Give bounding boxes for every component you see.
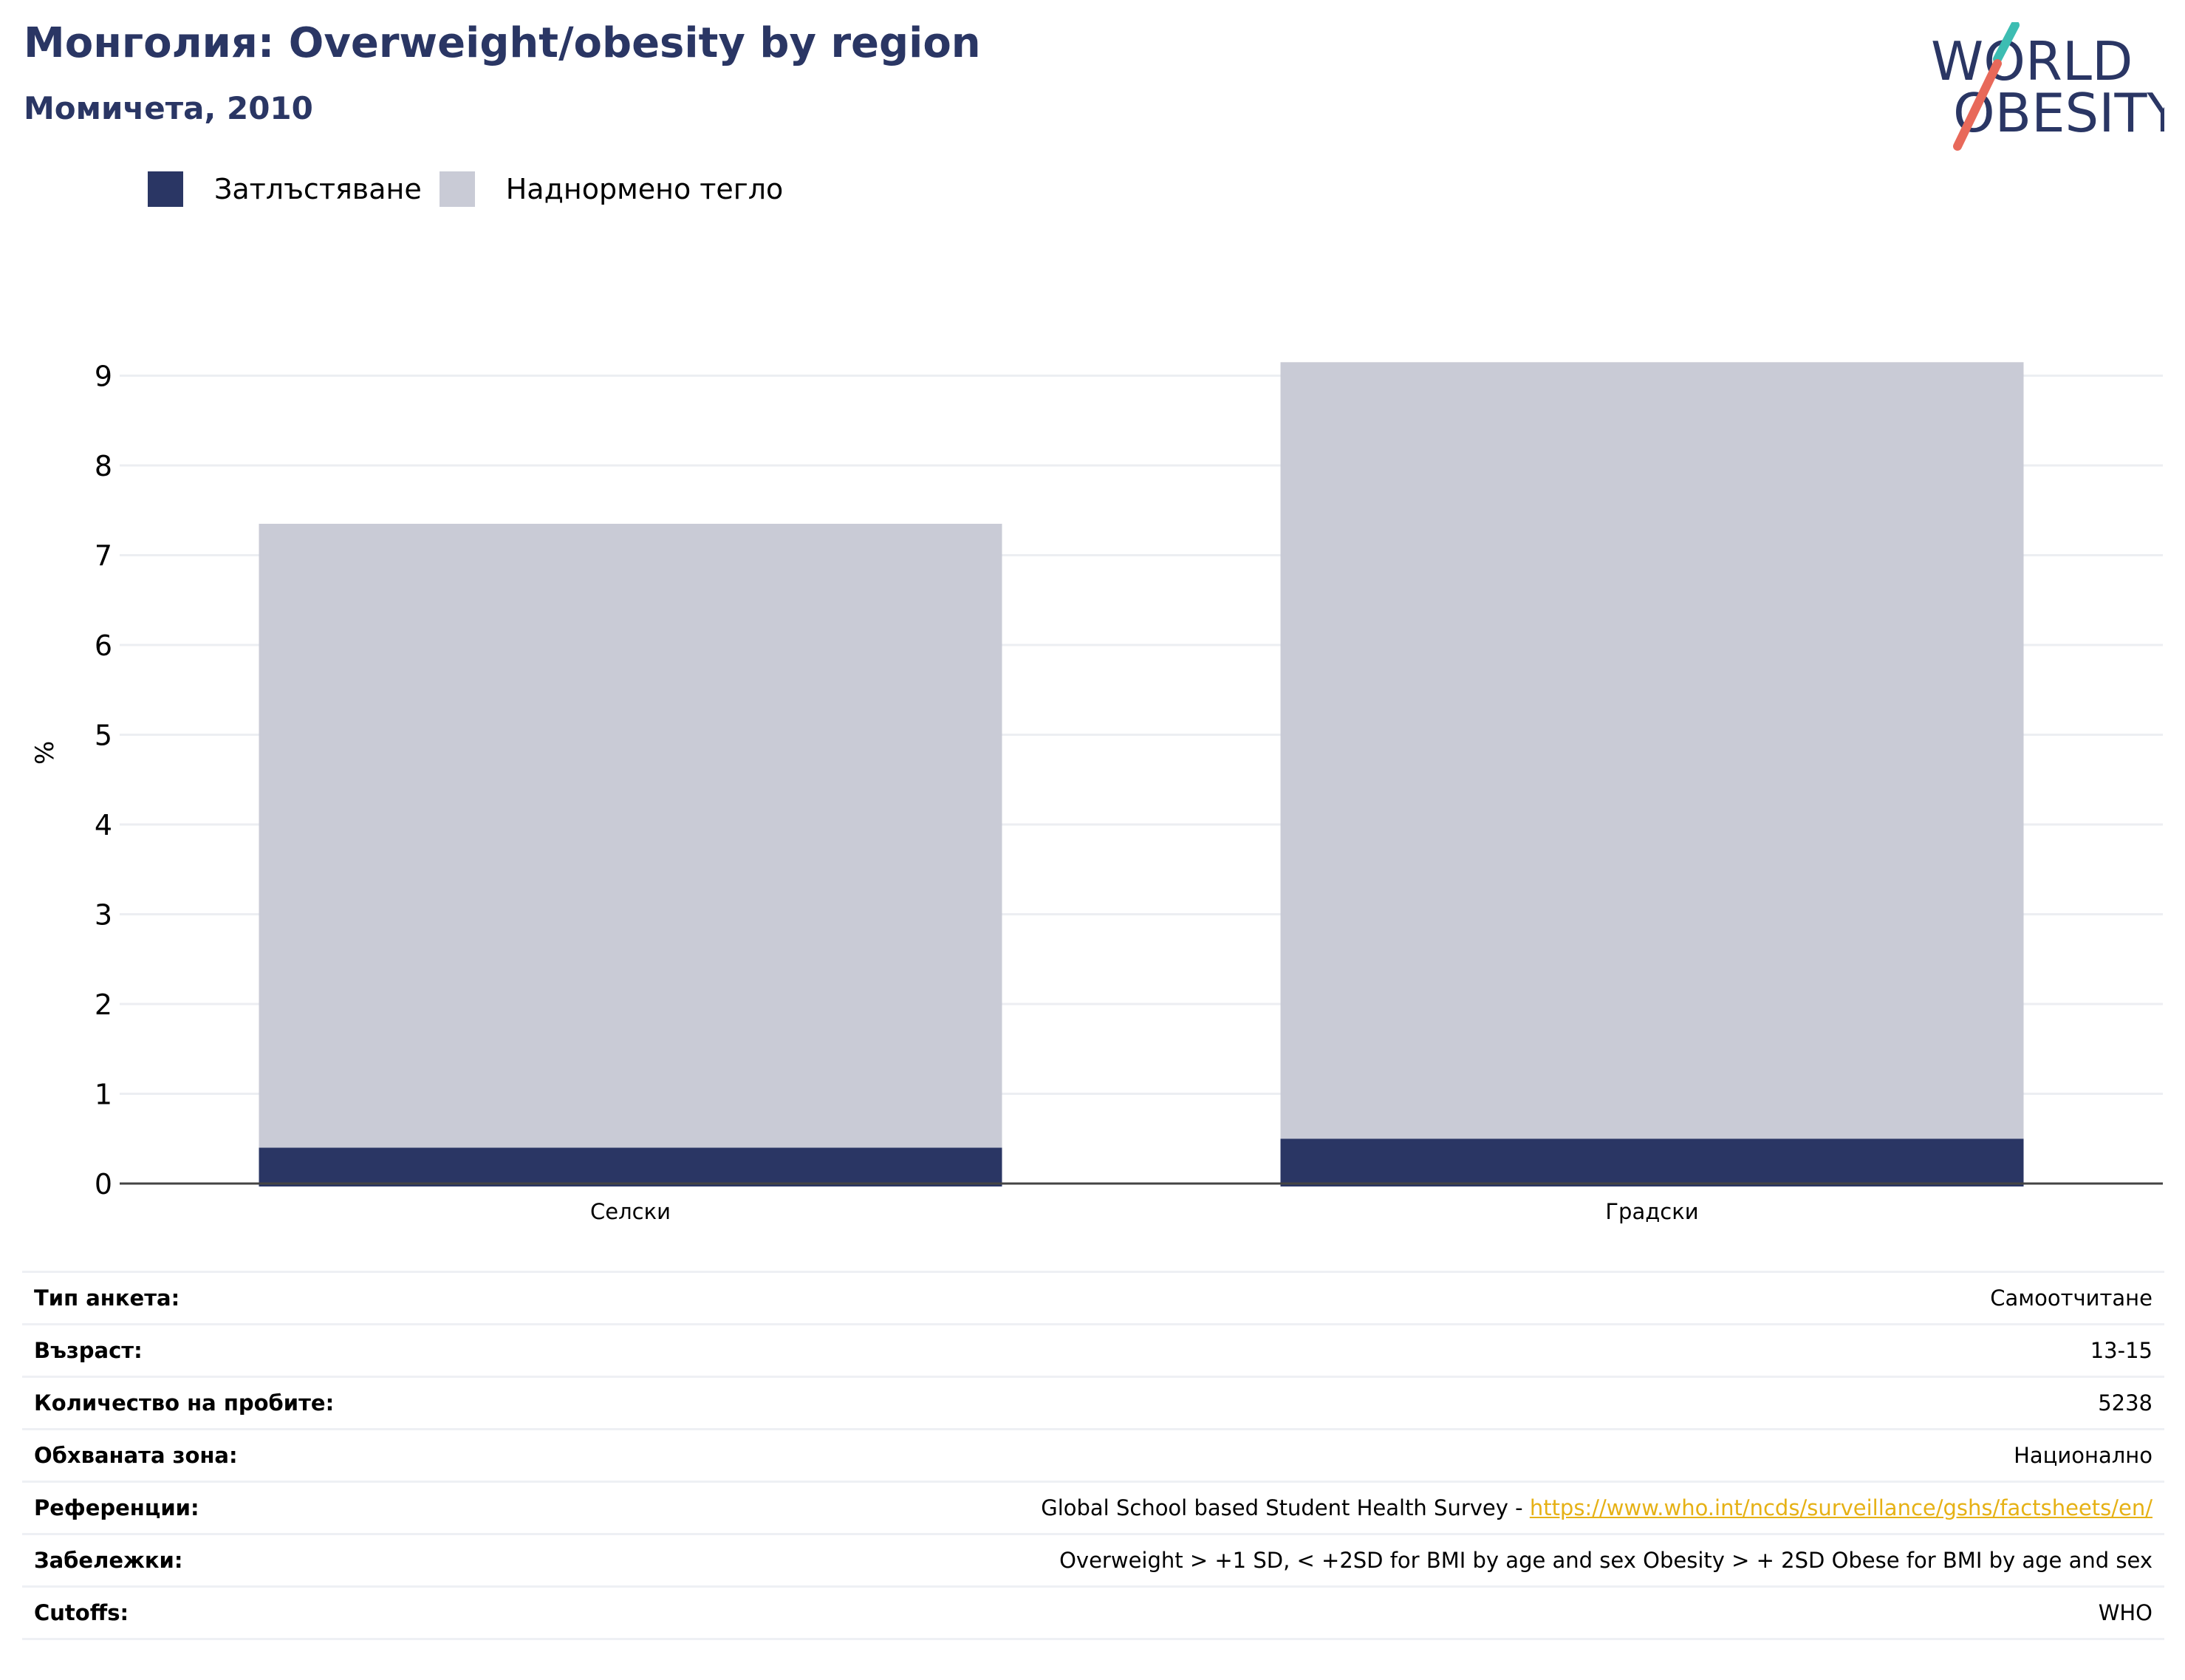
bar-overweight-0 — [259, 523, 1002, 1148]
legend: Затлъстяване Наднормено тегло — [148, 168, 801, 210]
y-axis-label: % — [30, 741, 60, 765]
y-tick-label-3: 3 — [95, 899, 112, 932]
info-key: Референции: — [34, 1495, 199, 1520]
info-value-text: Overweight > +1 SD, < +2SD for BMI by ag… — [1059, 1548, 2152, 1573]
legend-label-obesity: Затлъстяване — [214, 173, 422, 205]
info-value-text: 5238 — [2098, 1390, 2152, 1416]
legend-item-obesity[interactable]: Затлъстяване — [148, 171, 422, 207]
info-value: 5238 — [488, 1377, 2164, 1430]
chart-title: Монголия: Overweight/obesity by region — [24, 19, 981, 67]
legend-item-overweight[interactable]: Наднормено тегло — [439, 171, 784, 207]
survey-info-table: Тип анкета: Самоотчитане Възраст: 13-15 Коли… — [22, 1271, 2164, 1640]
info-row: Количество на пробите: 5238 — [22, 1376, 2164, 1430]
info-key: Възраст: — [34, 1338, 143, 1363]
info-value-text: 13-15 — [2090, 1338, 2152, 1363]
info-row: Тип анкета: Самоотчитане — [22, 1271, 2164, 1325]
x-tick-label-0: Селски — [590, 1199, 671, 1224]
bar-obesity-1 — [1280, 1138, 2024, 1186]
info-row: Референции: Global School based Student H… — [22, 1481, 2164, 1534]
logo-word-world: WORLD — [1931, 30, 2133, 92]
info-value: 13-15 — [488, 1325, 2164, 1377]
info-row: Обхваната зона: Национално — [22, 1429, 2164, 1482]
info-key: Обхваната зона: — [34, 1443, 238, 1468]
reference-link[interactable]: https://www.who.int/ncds/surveillance/gs… — [1529, 1495, 2152, 1520]
bar-overweight-1 — [1280, 362, 2024, 1139]
y-tick-label-6: 6 — [95, 629, 112, 662]
x-tick-label-1: Градски — [1605, 1199, 1698, 1224]
stacked-bar-chart: 0 1 2 3 4 5 6 7 8 9% Селски Градски — [30, 361, 2163, 1224]
info-value: Национално — [488, 1430, 2164, 1482]
info-row: Възраст: 13-15 — [22, 1324, 2164, 1377]
y-tick-label-8: 8 — [95, 450, 112, 482]
legend-swatch-obesity — [148, 171, 183, 207]
info-value: Global School based Student Health Surve… — [488, 1482, 2164, 1534]
legend-label-overweight: Наднормено тегло — [505, 173, 784, 205]
info-key: Забележки: — [34, 1548, 183, 1573]
legend-swatch-overweight — [439, 171, 475, 207]
info-value: Самоотчитане — [488, 1272, 2164, 1325]
y-tick-label-7: 7 — [95, 540, 112, 573]
bar-obesity-0 — [259, 1147, 1002, 1186]
info-key: Тип анкета: — [34, 1285, 180, 1311]
logo-teal-slash-icon — [1993, 22, 2020, 64]
info-value-text: Global School based Student Health Surve… — [1041, 1495, 1530, 1520]
world-obesity-logo: WORLD OBESITY — [1931, 22, 2164, 151]
info-key: Количество на пробите: — [34, 1390, 335, 1416]
info-value-text: Самоотчитане — [1990, 1285, 2152, 1311]
info-value-text: Национално — [2014, 1443, 2152, 1468]
info-key: Cutoffs: — [34, 1600, 129, 1625]
y-tick-label-2: 2 — [95, 988, 112, 1021]
y-tick-label-9: 9 — [95, 361, 112, 393]
y-tick-label-4: 4 — [95, 809, 112, 841]
y-tick-label-5: 5 — [95, 720, 112, 752]
info-row: Забележки: Overweight > +1 SD, < +2SD for… — [22, 1534, 2164, 1587]
chart-subtitle: Момичета, 2010 — [24, 90, 313, 126]
logo-coral-slash-icon — [1953, 59, 2002, 151]
y-tick-label-0: 0 — [95, 1168, 112, 1201]
info-value: WHO — [488, 1587, 2164, 1639]
info-row: Cutoffs: WHO — [22, 1586, 2164, 1639]
y-tick-label-1: 1 — [95, 1079, 112, 1111]
info-value: Overweight > +1 SD, < +2SD for BMI by ag… — [488, 1534, 2164, 1587]
info-value-text: WHO — [2098, 1600, 2152, 1625]
